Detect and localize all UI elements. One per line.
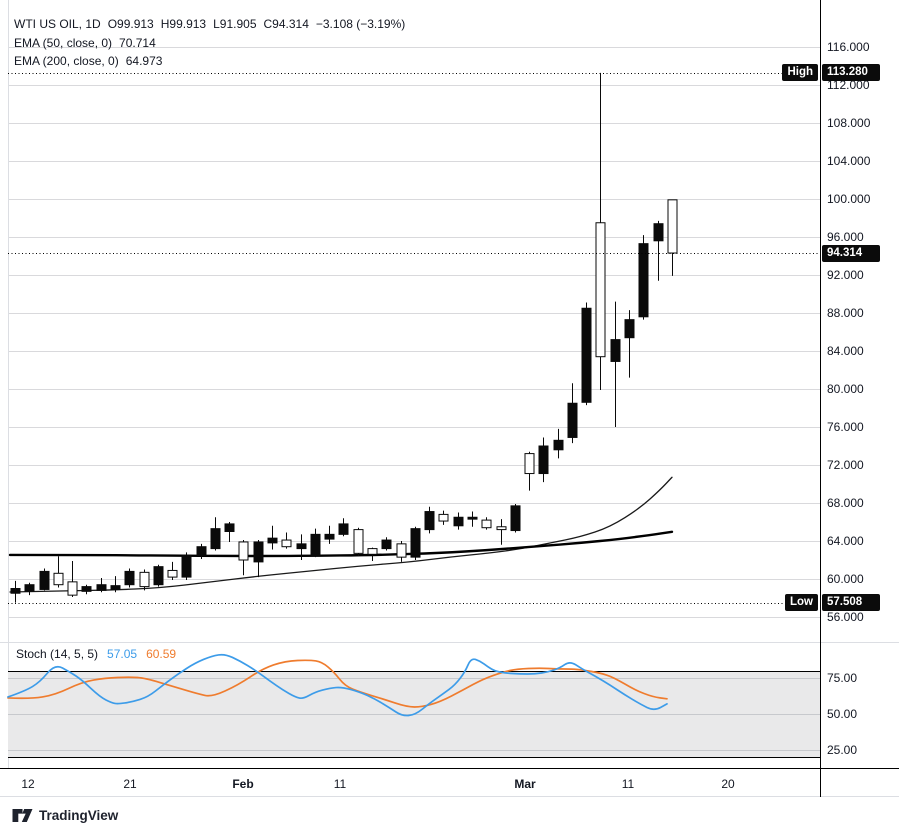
price-tick-label: 104.000 [827, 154, 871, 168]
high-value-badge: 113.280 [822, 64, 880, 82]
high-label-text: High [787, 66, 813, 79]
stoch-k-value: 57.05 [107, 647, 138, 661]
time-tick-label: Mar [514, 777, 536, 791]
ema200-label: EMA (200, close, 0) [14, 54, 119, 68]
last-price-text: 94.314 [827, 246, 863, 259]
stoch-label: Stoch (14, 5, 5) [16, 647, 99, 661]
time-tick-label: 12 [21, 777, 35, 791]
ema50-legend-row[interactable]: EMA (50, close, 0) 70.714 [14, 34, 412, 53]
low-label-text: Low [790, 596, 813, 609]
price-tick-label: 64.000 [827, 534, 864, 548]
stoch-tick-label: 25.00 [827, 742, 858, 757]
ema50-label: EMA (50, close, 0) [14, 35, 113, 50]
price-tick-label: 56.000 [827, 610, 864, 624]
high-value-text: 113.280 [827, 66, 868, 79]
low-value-text: 57.508 [827, 596, 863, 609]
price-tick-label: 100.000 [827, 192, 871, 206]
stoch-tick-label: 75.00 [827, 671, 858, 686]
tradingview-logo-text: TradingView [39, 808, 119, 823]
price-tick-label: 80.000 [827, 382, 864, 396]
stoch-tick-label: 50.00 [827, 707, 858, 721]
tradingview-logo-icon [12, 808, 33, 823]
ohlc-close: C94.314 [263, 17, 309, 31]
price-tick-label: 92.000 [827, 268, 864, 282]
low-label-badge: Low [785, 594, 818, 612]
ohlc-low: L91.905 [213, 17, 257, 31]
price-tick-label: 60.000 [827, 572, 864, 586]
time-tick-label: 21 [123, 777, 137, 791]
time-axis[interactable]: 12 21 Feb 11 Mar 11 20 [0, 768, 899, 797]
symbol-legend: WTI US OIL, 1D O99.913 H99.913 L91.905 C94.3… [14, 15, 412, 71]
high-label-badge: High [782, 64, 818, 82]
price-tick-label: 88.000 [827, 306, 864, 320]
symbol-info-row: WTI US OIL, 1D O99.913 H99.913 L91.905 C94.3… [14, 15, 412, 34]
time-tick-label: 20 [721, 777, 735, 791]
ohlc-open: O99.913 [107, 17, 154, 31]
last-price-badge: 94.314 [822, 244, 880, 262]
symbol-title[interactable]: WTI US OIL, 1D [14, 17, 101, 31]
price-tick-label: 96.000 [827, 230, 864, 244]
price-tick-label: 108.000 [827, 116, 871, 130]
price-axis[interactable]: 116.000 112.000 108.000 104.000 100.000 96.00… [820, 0, 899, 768]
ema200-legend-row[interactable]: EMA (200, close, 0) 64.973 [14, 52, 412, 71]
time-tick-label: 11 [621, 777, 635, 791]
time-tick-label: Feb [232, 777, 254, 791]
stoch-legend[interactable]: Stoch (14, 5, 5) 57.05 60.59 [16, 647, 185, 661]
price-tick-label: 116.000 [827, 40, 870, 54]
price-tick-label: 76.000 [827, 420, 864, 434]
ohlc-change: −3.108 (−3.19%) [315, 17, 406, 31]
stoch-d-value: 60.59 [146, 647, 177, 661]
tradingview-logo[interactable]: TradingView [12, 808, 118, 823]
ema50-value: 70.714 [119, 35, 156, 50]
price-tick-label: 84.000 [827, 344, 864, 358]
ema200-value: 64.973 [125, 54, 163, 68]
ohlc-high: H99.913 [160, 17, 207, 31]
time-tick-label: 11 [333, 777, 347, 791]
price-tick-label: 72.000 [827, 458, 864, 472]
low-value-badge: 57.508 [822, 594, 880, 612]
price-tick-label: 68.000 [827, 496, 864, 510]
price-tick-label: 112.000 [827, 78, 870, 92]
